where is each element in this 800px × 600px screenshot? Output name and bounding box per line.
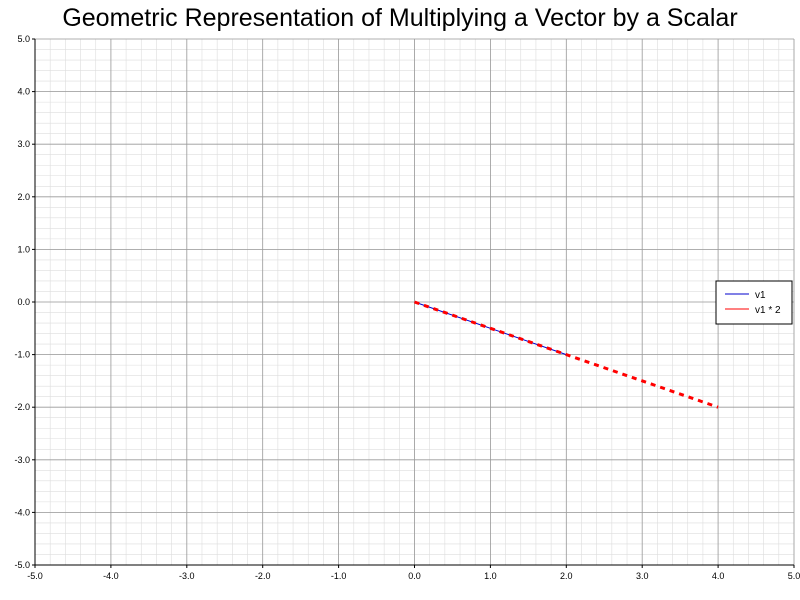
y-tick-label: -5.0 <box>14 560 30 570</box>
y-tick-label: 1.0 <box>17 244 30 254</box>
y-tick-label: -2.0 <box>14 402 30 412</box>
legend-label: v1 * 2 <box>755 305 781 316</box>
ticks: -5.0 -4.0 -3.0 -2.0 -1.0 0.0 1.0 2.0 3.0 4.0 5.0 -5… <box>14 34 800 581</box>
x-tick-label: -5.0 <box>27 571 43 581</box>
legend-box <box>715 280 793 325</box>
series <box>414 300 719 409</box>
y-tick-label: 0.0 <box>17 297 30 307</box>
legend-label: v1 <box>755 290 766 301</box>
x-tick-label: -1.0 <box>331 571 347 581</box>
grid <box>34 38 795 566</box>
y-tick-label: -1.0 <box>14 350 30 360</box>
y-tick-label: 2.0 <box>17 192 30 202</box>
x-tick-label: 0.0 <box>408 571 421 581</box>
y-tick-label: -3.0 <box>14 455 30 465</box>
y-tick-label: 3.0 <box>17 139 30 149</box>
series-line-2 <box>414 300 719 409</box>
x-tick-label: 4.0 <box>712 571 725 581</box>
y-tick-label: -4.0 <box>14 507 30 517</box>
y-tick-label: 5.0 <box>17 34 30 44</box>
x-tick-label: 2.0 <box>560 571 573 581</box>
legend: v1 v1 * 2 <box>715 280 793 325</box>
chart-title: Geometric Representation of Multiplying … <box>62 4 738 32</box>
y-tick-label: 4.0 <box>17 87 30 97</box>
x-tick-label: 3.0 <box>636 571 649 581</box>
x-tick-label: 1.0 <box>484 571 497 581</box>
x-tick-label: -2.0 <box>255 571 271 581</box>
x-tick-label: -4.0 <box>103 571 119 581</box>
x-tick-label: 5.0 <box>788 571 800 581</box>
x-tick-label: -3.0 <box>179 571 195 581</box>
